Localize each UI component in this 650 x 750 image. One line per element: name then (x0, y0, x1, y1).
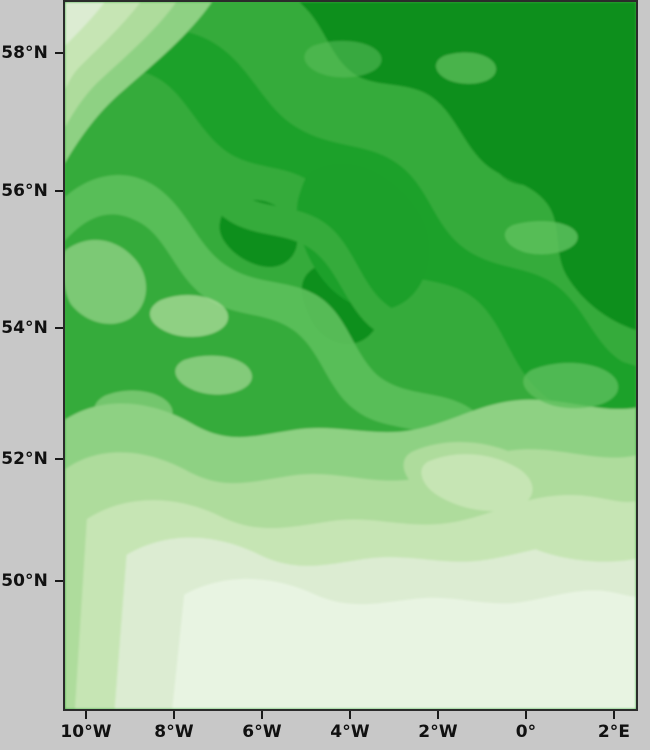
xtick-label-2w: 2°W (418, 722, 458, 742)
contour-band-7 (65, 28, 636, 436)
texture-light-3 (304, 40, 382, 78)
xtick-mark-2 (261, 711, 263, 719)
xtick-mark-6 (613, 711, 615, 719)
contour-band-0-core (213, 612, 582, 709)
ytick-mark-54 (55, 327, 63, 329)
contour-band-2-south-b (421, 454, 533, 512)
xtick-label-10w: 10°W (60, 722, 112, 742)
texture-mid-1 (149, 295, 229, 337)
ytick-mark-58 (55, 52, 63, 54)
ytick-label-54n: 54°N (1, 318, 48, 338)
texture-light-1 (504, 221, 578, 255)
xtick-label-6w: 6°W (242, 722, 282, 742)
contour-field (65, 2, 636, 709)
texture-light-4 (523, 362, 619, 409)
ytick-label-52n: 52°N (1, 449, 48, 469)
xtick-mark-3 (349, 711, 351, 719)
xtick-label-2e: 2°E (597, 722, 631, 742)
ytick-mark-56 (55, 190, 63, 192)
texture-light-2 (435, 52, 497, 84)
xtick-mark-5 (525, 711, 527, 719)
ytick-label-50n: 50°N (1, 571, 48, 591)
contour-band-1-nw (65, 2, 105, 46)
ytick-label-56n: 56°N (1, 181, 48, 201)
texture-mid-2 (94, 390, 173, 433)
texture-mid-3 (175, 355, 253, 395)
xtick-label-4w: 4°W (330, 722, 370, 742)
ytick-mark-52 (55, 458, 63, 460)
ytick-mark-50 (55, 580, 63, 582)
xtick-mark-1 (173, 711, 175, 719)
contour-band-4-midwest (65, 239, 147, 324)
texture-dark-1 (493, 148, 550, 185)
xtick-mark-0 (85, 711, 87, 719)
map-plot-area[interactable] (63, 0, 638, 711)
xtick-mark-4 (437, 711, 439, 719)
xtick-label-0: 0° (515, 722, 537, 742)
contour-band-2-se (523, 505, 636, 562)
xtick-label-8w: 8°W (154, 722, 194, 742)
texture-dark-2 (573, 207, 630, 245)
contour-band-8-b (469, 9, 636, 120)
contour-band-7-b (296, 164, 429, 310)
contour-band-6-nw (65, 104, 636, 472)
ytick-label-58n: 58°N (1, 43, 48, 63)
